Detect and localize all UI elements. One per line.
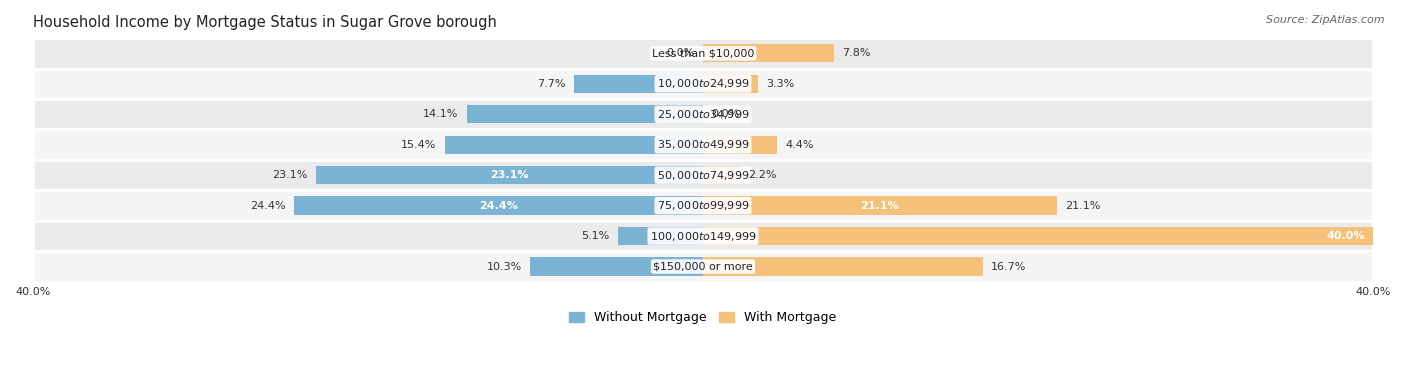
Bar [32,160,1374,190]
Bar [617,227,703,245]
Text: 16.7%: 16.7% [991,262,1026,271]
Text: 23.1%: 23.1% [273,170,308,180]
Text: 3.3%: 3.3% [766,79,794,89]
Text: 7.7%: 7.7% [537,79,565,89]
Text: $75,000 to $99,999: $75,000 to $99,999 [657,199,749,212]
Bar [703,257,983,276]
Text: Source: ZipAtlas.com: Source: ZipAtlas.com [1267,15,1385,25]
Bar [703,196,1056,215]
Bar [32,129,1374,160]
Bar [32,99,1374,129]
Bar [574,75,703,93]
Text: 24.4%: 24.4% [250,201,285,211]
Bar [32,69,1374,99]
Bar [316,166,703,184]
Text: 5.1%: 5.1% [581,231,609,241]
Text: 23.1%: 23.1% [491,170,529,180]
Text: 7.8%: 7.8% [842,48,870,58]
Bar [703,75,758,93]
Text: Household Income by Mortgage Status in Sugar Grove borough: Household Income by Mortgage Status in S… [32,15,496,30]
Bar [32,38,1374,69]
Bar [294,196,703,215]
Text: 10.3%: 10.3% [486,262,522,271]
Text: 0.0%: 0.0% [666,48,695,58]
Bar [444,136,703,154]
Bar [703,44,834,63]
Bar [703,166,740,184]
Legend: Without Mortgage, With Mortgage: Without Mortgage, With Mortgage [564,306,842,329]
Bar [530,257,703,276]
Text: $10,000 to $24,999: $10,000 to $24,999 [657,77,749,90]
Text: 0.0%: 0.0% [711,109,740,119]
Text: 15.4%: 15.4% [401,140,436,150]
Bar [32,190,1374,221]
Text: $150,000 or more: $150,000 or more [654,262,752,271]
Bar [703,136,776,154]
Text: Less than $10,000: Less than $10,000 [652,48,754,58]
Text: 2.2%: 2.2% [748,170,776,180]
Text: 24.4%: 24.4% [479,201,517,211]
Bar [467,105,703,123]
Text: 21.1%: 21.1% [860,201,898,211]
Text: $50,000 to $74,999: $50,000 to $74,999 [657,169,749,182]
Text: 40.0%: 40.0% [1326,231,1365,241]
Text: $25,000 to $34,999: $25,000 to $34,999 [657,108,749,121]
Text: $35,000 to $49,999: $35,000 to $49,999 [657,138,749,151]
Text: $100,000 to $149,999: $100,000 to $149,999 [650,230,756,242]
Text: 21.1%: 21.1% [1064,201,1101,211]
Bar [32,221,1374,251]
Bar [703,227,1374,245]
Bar [32,251,1374,282]
Text: 4.4%: 4.4% [785,140,814,150]
Text: 14.1%: 14.1% [423,109,458,119]
